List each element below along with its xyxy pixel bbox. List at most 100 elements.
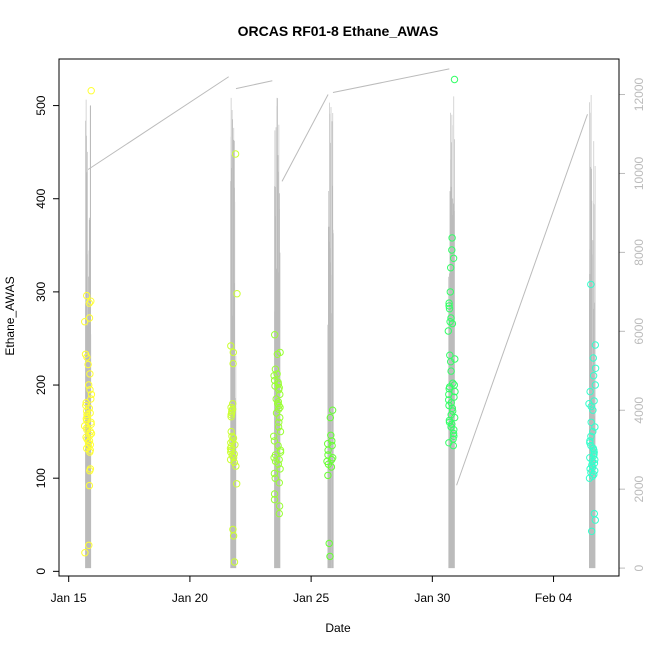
data-point-f0-2 [87,297,95,305]
data-point-f0-25 [80,422,89,430]
y-tick-label-2: 200 [34,375,48,395]
data-point-f4-32 [445,418,454,426]
data-point-f2-38 [270,490,279,498]
data-point-f2-11 [275,386,283,394]
data-point-f0-28 [86,427,95,436]
x-tick-label-2: Jan 25 [293,591,329,605]
data-point-f5-5 [591,381,599,389]
data-point-f0-39 [86,448,94,456]
x-tick-label-3: Jan 30 [414,591,450,605]
data-point-f4-10 [446,318,454,326]
data-point-f2-33 [274,460,282,468]
data-point-f2-31 [275,455,283,464]
data-point-f2-25 [270,437,279,445]
data-point-f2-2 [273,350,282,358]
data-point-f2-0 [271,331,279,339]
data-point-f1-6 [227,403,235,412]
y2-tick-label-6: 12000 [632,78,646,112]
data-point-f2-22 [274,423,283,431]
y2-tick-label-0: 0 [632,564,646,571]
x-tick-label-0: Jan 15 [51,591,87,605]
data-point-f5-29 [586,465,594,473]
data-point-f2-12 [276,390,284,399]
data-point-f1-27 [232,462,240,470]
data-point-f1-2 [227,342,235,350]
data-point-f5-1 [591,341,599,349]
data-point-f3-1 [326,413,334,422]
data-point-f4-9 [447,314,455,322]
data-point-f2-9 [271,382,279,390]
y-tick-label-4: 400 [34,188,48,208]
y2-tick-label-3: 6000 [632,318,646,345]
data-point-f2-36 [271,474,279,482]
data-point-f4-7 [445,302,453,310]
y2-tick-label-2: 4000 [632,397,646,424]
data-point-f5-12 [591,423,599,431]
data-point-f0-27 [83,426,91,434]
data-point-f4-11 [448,319,457,328]
data-point-f0-5 [81,318,89,326]
data-point-f4-21 [451,387,459,396]
y-tick-label-1: 100 [34,468,48,488]
data-point-f0-7 [83,353,91,361]
data-point-f1-1 [233,290,241,298]
y-tick-label-3: 300 [34,282,48,302]
altitude-connector-4 [456,114,588,486]
x-tick-label-4: Feb 04 [535,591,573,605]
data-point-f0-41 [86,467,94,475]
x-tick-label-1: Jan 20 [172,591,208,605]
data-point-f2-21 [275,418,283,426]
data-point-f1-21 [227,448,235,456]
data-point-f2-24 [270,432,278,440]
data-point-f0-12 [87,390,96,399]
data-point-f5-32 [590,470,598,479]
y-axis-label: Ethane_AWAS [3,276,17,355]
data-point-f1-5 [229,400,237,408]
data-point-f4-36 [449,429,458,438]
data-point-f5-4 [589,372,598,380]
data-point-f2-16 [275,401,283,410]
data-point-f1-3 [229,348,238,357]
data-point-f2-37 [275,479,283,487]
data-point-f0-42 [85,481,94,490]
data-point-f0-1 [83,291,91,300]
data-point-f5-25 [588,457,597,466]
chart-title: ORCAS RF01-8 Ethane_AWAS [238,23,439,39]
data-point-f4-1 [448,234,456,242]
data-point-f0-10 [85,381,93,389]
data-point-f0-43 [85,541,93,549]
data-point-f5-6 [586,387,594,396]
y2-tick-label-5: 10000 [632,156,646,190]
data-point-f4-8 [445,305,454,313]
data-point-f2-6 [270,376,279,385]
data-point-f0-3 [85,299,94,307]
data-point-f2-40 [275,502,284,510]
altitude-connector-1 [235,80,273,90]
data-point-f4-20 [445,385,453,393]
data-point-f4-2 [448,246,456,254]
data-point-f1-26 [230,458,239,467]
data-point-f0-11 [86,386,94,394]
data-point-f2-23 [276,427,285,436]
data-point-f2-30 [270,454,278,462]
data-point-f1-0 [231,150,240,158]
data-point-f0-36 [84,442,93,451]
data-point-f3-2 [327,431,335,439]
x-axis-label: Date [325,621,351,635]
data-point-f1-23 [228,452,237,460]
data-point-f1-12 [227,427,235,436]
data-point-f4-4 [447,264,455,272]
y-tick-label-5: 500 [34,95,48,115]
data-point-f1-11 [227,413,235,421]
data-point-f5-3 [591,364,600,372]
data-point-f2-35 [270,469,279,478]
data-point-f4-16 [447,367,455,375]
data-point-f1-31 [230,558,239,566]
data-point-f1-22 [230,450,238,458]
data-point-f5-11 [587,418,595,426]
y-tick-label-0: 0 [34,568,48,575]
data-point-f4-0 [450,75,459,84]
data-point-f0-13 [87,395,95,403]
